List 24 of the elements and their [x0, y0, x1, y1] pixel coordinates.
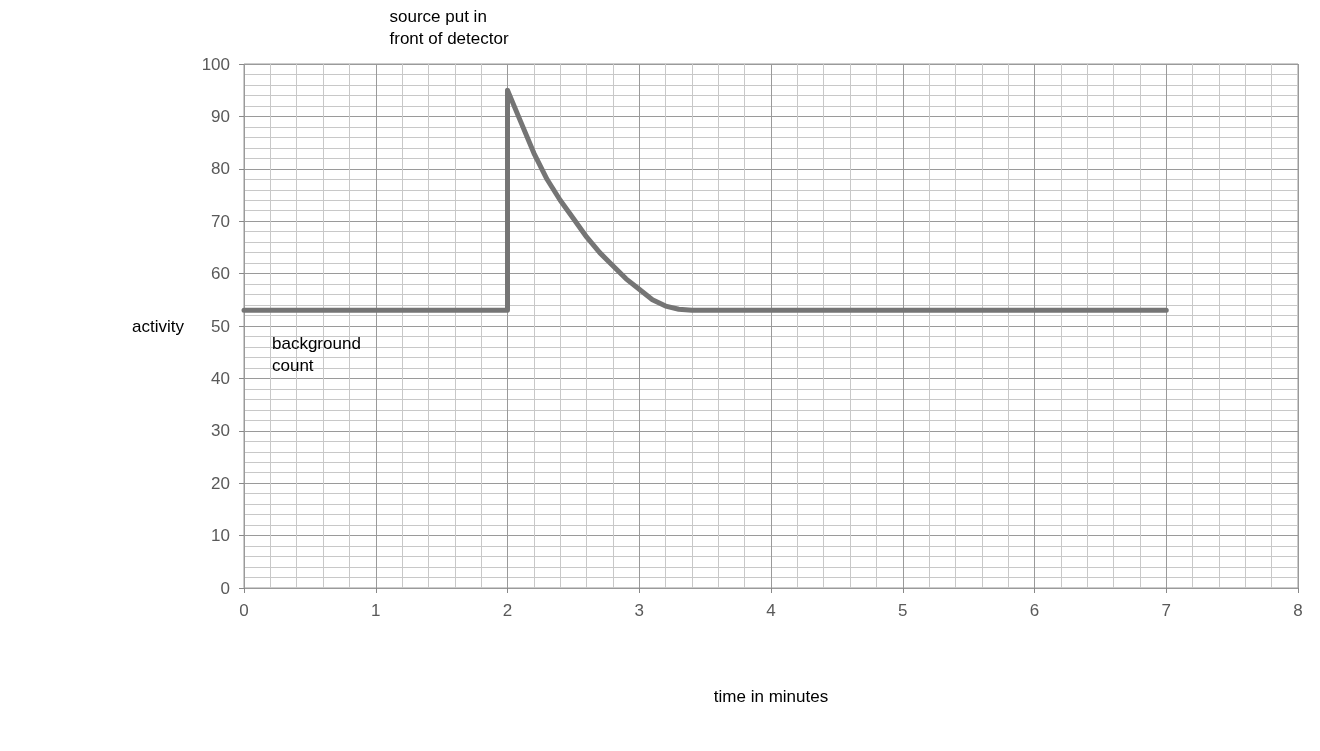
annotation: background count [272, 333, 361, 375]
y-tick-label: 0 [220, 578, 230, 598]
x-tick-label: 1 [371, 601, 381, 620]
x-tick-label: 7 [1161, 601, 1171, 620]
x-tick-label: 8 [1293, 601, 1303, 620]
y-tick-label: 30 [211, 421, 230, 441]
y-tick-label: 100 [201, 54, 230, 74]
x-tick-label: 6 [1029, 601, 1040, 620]
y-tick-label: 90 [211, 106, 230, 126]
x-tick-label: 2 [502, 601, 513, 620]
y-tick-label: 20 [211, 473, 230, 493]
y-tick-label: 10 [211, 526, 230, 546]
y-tick-label: 70 [211, 211, 230, 231]
y-tick-label: 50 [211, 316, 230, 336]
y-tick-label: 80 [211, 159, 230, 179]
x-axis-title: time in minutes [713, 687, 829, 706]
x-tick-label: 0 [239, 601, 249, 620]
y-tick-label: 60 [211, 264, 230, 284]
x-tick-label: 4 [766, 601, 776, 620]
x-tick-label: 3 [634, 601, 644, 620]
annotation: source put in front of detector [389, 6, 509, 48]
y-tick-label: 40 [211, 368, 230, 388]
x-tick-label: 5 [898, 601, 908, 620]
y-axis-title: activity [132, 316, 185, 336]
